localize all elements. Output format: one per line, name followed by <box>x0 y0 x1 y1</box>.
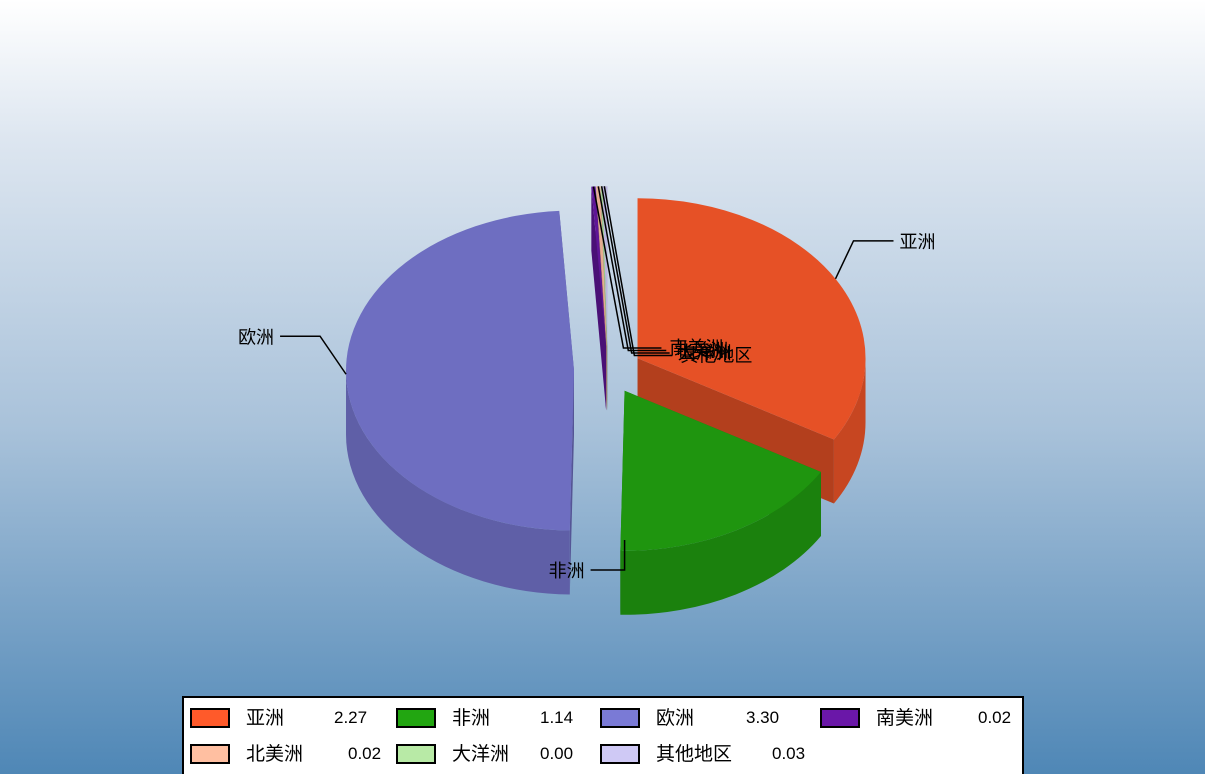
pie-slice-europe <box>346 210 575 595</box>
callout-oceania: 大洋洲 <box>600 186 732 364</box>
callout-label-other: 其他地区 <box>680 346 752 367</box>
legend-item-north-america: 北美洲 0.02 <box>190 742 390 768</box>
legend-swatch-south-america <box>820 708 860 728</box>
pie-slice-south-america <box>591 186 607 411</box>
callout-label-africa: 非洲 <box>549 561 585 582</box>
legend-label-oceania: 大洋洲 <box>452 743 510 765</box>
legend-value-africa: 1.14 <box>540 708 574 727</box>
callout-label-south-america: 南美洲 <box>669 338 723 359</box>
legend: 亚洲 2.27 非洲 1.14 欧洲 3.30 南美洲 0.02 北美洲 0.0… <box>182 696 1024 774</box>
legend-value-europe: 3.30 <box>746 708 780 727</box>
legend-swatch-oceania <box>396 744 436 764</box>
legend-value-oceania: 0.00 <box>540 744 574 763</box>
legend-item-africa: 非洲 1.14 <box>396 706 596 732</box>
legend-label-africa: 非洲 <box>452 707 491 729</box>
callout-asia: 亚洲 <box>834 232 936 280</box>
legend-label-north-america: 北美洲 <box>246 743 304 765</box>
legend-value-other: 0.03 <box>772 744 806 763</box>
legend-swatch-other <box>600 744 640 764</box>
legend-value-asia: 2.27 <box>334 708 368 727</box>
legend-value-south-america: 0.02 <box>978 708 1012 727</box>
callout-europe: 欧洲 <box>238 327 347 375</box>
callout-other: 其他地区 <box>603 186 752 367</box>
legend-swatch-africa <box>396 708 436 728</box>
pie-slice-africa <box>620 390 821 615</box>
callout-africa: 非洲 <box>549 539 626 582</box>
callout-south-america: 南美洲 <box>592 186 723 359</box>
legend-item-other: 其他地区 0.03 <box>600 742 820 768</box>
legend-item-europe: 欧洲 3.30 <box>600 706 800 732</box>
legend-swatch-asia <box>190 708 230 728</box>
callout-label-north-america: 北美洲 <box>674 341 728 362</box>
callout-label-europe: 欧洲 <box>238 327 274 348</box>
legend-swatch-europe <box>600 708 640 728</box>
callout-label-oceania: 大洋洲 <box>678 343 732 364</box>
legend-label-asia: 亚洲 <box>246 707 285 729</box>
legend-label-other: 其他地区 <box>656 743 733 765</box>
pie-slices <box>346 186 866 615</box>
legend-item-south-america: 南美洲 0.02 <box>820 706 1020 732</box>
legend-swatch-north-america <box>190 744 230 764</box>
legend-value-north-america: 0.02 <box>348 744 382 763</box>
legend-item-oceania: 大洋洲 0.00 <box>396 742 596 768</box>
legend-label-europe: 欧洲 <box>656 707 695 729</box>
callout-label-asia: 亚洲 <box>900 232 936 253</box>
legend-item-asia: 亚洲 2.27 <box>190 706 390 732</box>
legend-label-south-america: 南美洲 <box>876 707 934 729</box>
callout-north-america: 北美洲 <box>597 186 728 362</box>
